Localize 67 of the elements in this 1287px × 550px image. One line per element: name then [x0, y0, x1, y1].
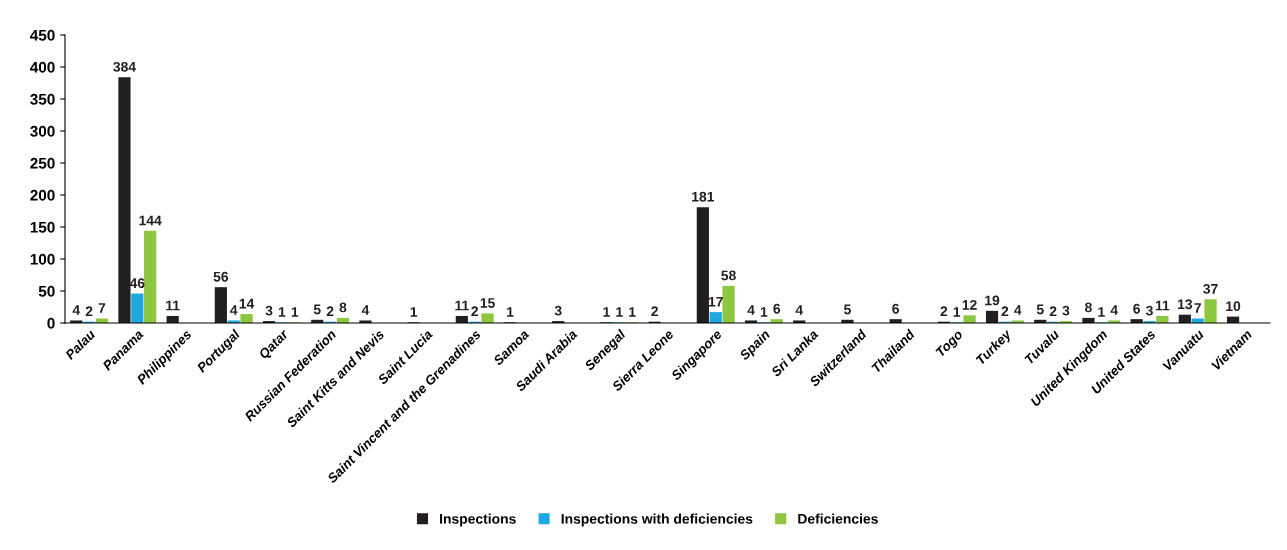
data-label: 1: [953, 307, 961, 317]
data-label: 4: [795, 305, 804, 315]
data-label: 17: [708, 296, 723, 307]
data-label: 3: [554, 305, 562, 316]
data-label: 4: [747, 305, 755, 315]
data-label: 2: [85, 306, 93, 317]
data-label: 5: [844, 304, 851, 315]
data-label: 1: [603, 307, 610, 317]
data-label: 4: [72, 305, 81, 315]
data-label: 7: [98, 303, 106, 313]
data-label: 37: [1203, 283, 1218, 294]
data-label: 11: [1155, 300, 1170, 311]
data-label: 1: [1098, 307, 1105, 317]
data-label: 3: [1062, 305, 1070, 316]
data-label: 11: [455, 300, 469, 311]
legend-label: Inspections with deficiencies: [561, 513, 753, 527]
y-tick-label: 0: [47, 317, 55, 329]
data-label: 1: [629, 307, 636, 317]
data-label: 4: [1014, 305, 1022, 315]
data-label: 56: [213, 271, 229, 282]
data-label: 384: [113, 61, 136, 72]
data-label: 5: [1036, 304, 1044, 315]
data-label: 58: [721, 270, 736, 281]
data-label: 6: [773, 303, 781, 314]
data-label: 2: [940, 306, 948, 317]
data-label: 1: [291, 307, 299, 317]
data-label: 5: [313, 304, 321, 315]
data-label: 7: [1194, 303, 1201, 313]
data-label: 14: [239, 298, 255, 309]
y-tick-label: 300: [30, 125, 55, 137]
data-label: 1: [278, 307, 286, 317]
data-label: 1: [507, 307, 514, 317]
data-label: 3: [1145, 305, 1153, 316]
data-label: 6: [1133, 303, 1141, 314]
data-label: 19: [985, 295, 1000, 306]
data-label: 11: [166, 300, 180, 311]
y-tick-label: 200: [30, 189, 55, 201]
data-label: 2: [651, 306, 658, 317]
data-label: 8: [339, 302, 347, 313]
y-tick-label: 400: [30, 61, 55, 73]
data-label: 4: [230, 305, 238, 315]
data-label: 8: [1085, 302, 1092, 313]
data-label: 1: [616, 307, 623, 317]
y-tick-label: 100: [30, 253, 55, 265]
data-label: 4: [361, 305, 370, 315]
data-label: 181: [692, 191, 715, 202]
data-label: 10: [1226, 301, 1241, 312]
data-label: 2: [1001, 306, 1009, 317]
data-label: 2: [326, 306, 334, 317]
data-label: 15: [480, 298, 495, 308]
y-tick-label: 450: [30, 29, 55, 41]
data-label: 13: [1178, 299, 1193, 310]
data-label: 2: [1049, 306, 1057, 317]
data-label: 12: [962, 299, 977, 310]
data-label: 1: [760, 307, 768, 317]
legend-label: Deficiencies: [798, 513, 878, 524]
data-label: 1: [410, 307, 418, 317]
y-tick-label: 150: [30, 221, 55, 233]
data-label: 2: [471, 306, 479, 317]
data-label: 144: [139, 215, 162, 226]
y-tick-label: 350: [30, 93, 55, 105]
data-label: 6: [892, 303, 900, 314]
y-tick-label: 50: [38, 285, 55, 297]
legend-label: Inspections: [440, 513, 516, 527]
data-label: 3: [265, 305, 273, 316]
data-label: 4: [1110, 305, 1118, 315]
y-tick-label: 250: [30, 157, 55, 169]
